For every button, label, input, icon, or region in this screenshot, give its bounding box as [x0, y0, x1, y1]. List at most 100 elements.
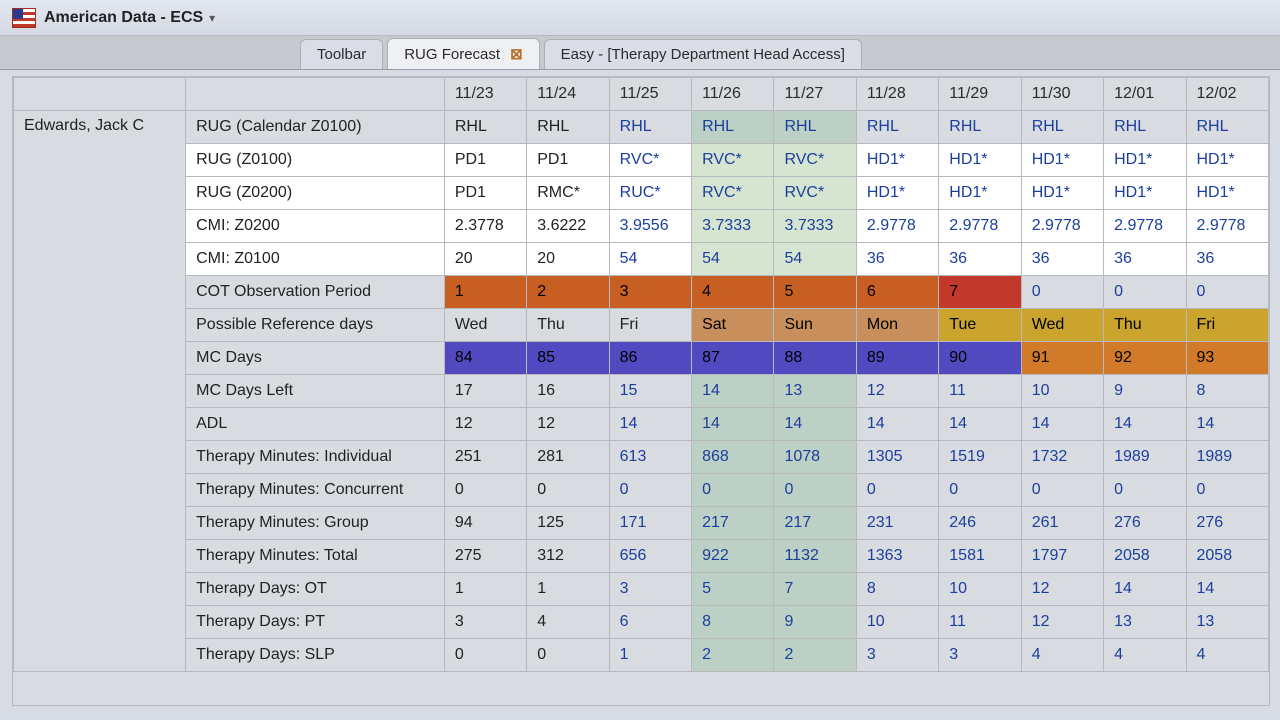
table-row: RUG (Z0200)PD1RMC*RUC*RVC*RVC*HD1*HD1*HD… [14, 177, 1269, 210]
tab-close-icon[interactable]: ⊠ [510, 46, 523, 63]
data-cell: 15 [609, 375, 691, 408]
data-cell: 171 [609, 507, 691, 540]
data-cell: 20 [527, 243, 609, 276]
data-cell: 276 [1104, 507, 1186, 540]
data-cell: 217 [774, 507, 856, 540]
tab-2[interactable]: Easy - [Therapy Department Head Access] [544, 39, 862, 69]
data-cell: 312 [527, 540, 609, 573]
data-cell: 0 [527, 474, 609, 507]
data-cell: 0 [444, 474, 526, 507]
data-cell: RHL [1186, 111, 1269, 144]
data-cell: Fri [609, 309, 691, 342]
table-row: RUG (Z0100)PD1PD1RVC*RVC*RVC*HD1*HD1*HD1… [14, 144, 1269, 177]
data-cell: 36 [1021, 243, 1103, 276]
tab-0[interactable]: Toolbar [300, 39, 383, 69]
data-cell: 231 [856, 507, 938, 540]
data-cell: 9 [1104, 375, 1186, 408]
data-cell: 36 [1104, 243, 1186, 276]
row-label: RUG (Z0200) [186, 177, 445, 210]
data-cell: 14 [1104, 573, 1186, 606]
app-title: American Data - ECS [44, 9, 203, 27]
data-cell: 11 [939, 375, 1021, 408]
chevron-down-icon[interactable]: ▾ [209, 11, 215, 25]
title-bar: American Data - ECS ▾ [0, 0, 1280, 36]
date-header: 11/24 [527, 78, 609, 111]
data-cell: 8 [856, 573, 938, 606]
data-cell: PD1 [444, 144, 526, 177]
data-cell: 0 [1104, 474, 1186, 507]
data-cell: 1 [609, 639, 691, 672]
data-cell: 13 [1186, 606, 1269, 639]
data-cell: HD1* [939, 144, 1021, 177]
patient-name: Edwards, Jack C [14, 111, 186, 672]
data-cell: 1797 [1021, 540, 1103, 573]
data-cell: 1 [444, 276, 526, 309]
row-label: RUG (Calendar Z0100) [186, 111, 445, 144]
data-cell: 0 [1104, 276, 1186, 309]
data-cell: 1363 [856, 540, 938, 573]
data-cell: 10 [856, 606, 938, 639]
data-cell: 7 [939, 276, 1021, 309]
data-cell: 90 [939, 342, 1021, 375]
table-row: Edwards, Jack CRUG (Calendar Z0100)RHLRH… [14, 111, 1269, 144]
table-row: Therapy Days: OT11357810121414 [14, 573, 1269, 606]
data-cell: RHL [856, 111, 938, 144]
tab-1[interactable]: RUG Forecast⊠ [387, 38, 539, 69]
row-label: COT Observation Period [186, 276, 445, 309]
data-cell: 4 [527, 606, 609, 639]
data-cell: 16 [527, 375, 609, 408]
data-cell: 217 [692, 507, 774, 540]
data-cell: 12 [444, 408, 526, 441]
table-row: Therapy Days: SLP0012233444 [14, 639, 1269, 672]
data-cell: RMC* [527, 177, 609, 210]
data-cell: HD1* [1104, 144, 1186, 177]
data-cell: 125 [527, 507, 609, 540]
date-header: 11/29 [939, 78, 1021, 111]
data-cell: RHL [1021, 111, 1103, 144]
data-cell: 17 [444, 375, 526, 408]
data-cell: RHL [774, 111, 856, 144]
table-row: COT Observation Period1234567000 [14, 276, 1269, 309]
data-cell: 6 [856, 276, 938, 309]
data-cell: Mon [856, 309, 938, 342]
date-header: 11/23 [444, 78, 526, 111]
table-row: CMI: Z010020205454543636363636 [14, 243, 1269, 276]
row-label: Therapy Minutes: Group [186, 507, 445, 540]
data-cell: HD1* [856, 177, 938, 210]
date-header: 12/01 [1104, 78, 1186, 111]
data-cell: 2.9778 [856, 210, 938, 243]
data-cell: 2.9778 [939, 210, 1021, 243]
data-cell: 246 [939, 507, 1021, 540]
data-cell: Sat [692, 309, 774, 342]
data-cell: 14 [1186, 408, 1269, 441]
data-cell: Fri [1186, 309, 1269, 342]
data-cell: RVC* [692, 144, 774, 177]
row-label: Therapy Minutes: Concurrent [186, 474, 445, 507]
data-cell: 12 [1021, 606, 1103, 639]
table-row: Therapy Minutes: Group941251712172172312… [14, 507, 1269, 540]
data-cell: RHL [1104, 111, 1186, 144]
date-header: 11/27 [774, 78, 856, 111]
data-cell: 2.9778 [1186, 210, 1269, 243]
data-cell: PD1 [527, 144, 609, 177]
data-cell: RHL [939, 111, 1021, 144]
data-cell: 2058 [1186, 540, 1269, 573]
table-row: Possible Reference daysWedThuFriSatSunMo… [14, 309, 1269, 342]
data-cell: 54 [774, 243, 856, 276]
data-cell: Thu [527, 309, 609, 342]
data-cell: 84 [444, 342, 526, 375]
data-cell: 1732 [1021, 441, 1103, 474]
data-cell: 1989 [1104, 441, 1186, 474]
data-cell: 14 [692, 408, 774, 441]
row-label: RUG (Z0100) [186, 144, 445, 177]
data-cell: 6 [609, 606, 691, 639]
data-cell: HD1* [856, 144, 938, 177]
row-label: MC Days [186, 342, 445, 375]
data-cell: Wed [444, 309, 526, 342]
data-cell: 0 [1186, 276, 1269, 309]
data-cell: 0 [527, 639, 609, 672]
data-cell: 2.9778 [1104, 210, 1186, 243]
data-cell: Sun [774, 309, 856, 342]
data-cell: 14 [1186, 573, 1269, 606]
data-cell: RVC* [609, 144, 691, 177]
